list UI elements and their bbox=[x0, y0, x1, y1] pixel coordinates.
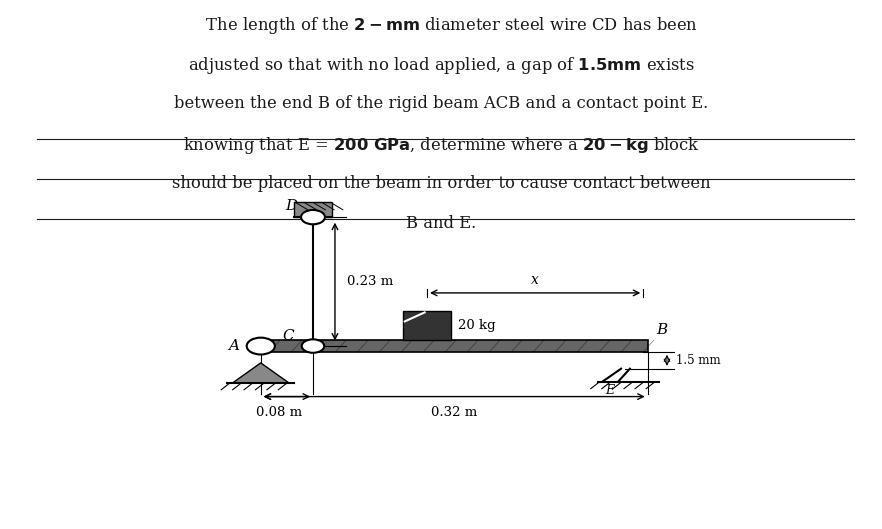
Text: The length of the $\mathbf{2-mm}$ diameter steel wire CD has been: The length of the $\mathbf{2-mm}$ diamet… bbox=[184, 14, 698, 35]
Text: 0.08 m: 0.08 m bbox=[257, 406, 303, 419]
Text: knowing that E = $\mathbf{200\ GPa}$, determine where a $\mathbf{20-kg}$ block: knowing that E = $\mathbf{200\ GPa}$, de… bbox=[183, 134, 699, 156]
Text: A: A bbox=[228, 339, 239, 353]
Text: 20 kg: 20 kg bbox=[459, 320, 496, 332]
Bar bbox=[403, 312, 452, 340]
Text: between the end B of the rigid beam ACB and a contact point E.: between the end B of the rigid beam ACB … bbox=[174, 95, 708, 112]
Text: C: C bbox=[282, 330, 294, 343]
Text: B and E.: B and E. bbox=[406, 214, 476, 232]
Text: B: B bbox=[656, 323, 668, 336]
Text: 1.5 mm: 1.5 mm bbox=[676, 354, 721, 367]
Circle shape bbox=[302, 339, 325, 353]
Text: E: E bbox=[605, 385, 614, 397]
Circle shape bbox=[301, 210, 325, 224]
Text: 0.23 m: 0.23 m bbox=[348, 275, 393, 288]
Bar bbox=[294, 203, 333, 217]
Text: 0.32 m: 0.32 m bbox=[431, 406, 477, 419]
Polygon shape bbox=[233, 363, 289, 383]
Text: x: x bbox=[531, 272, 539, 287]
Text: should be placed on the beam in order to cause contact between: should be placed on the beam in order to… bbox=[172, 175, 710, 191]
Text: adjusted so that with no load applied, a gap of $\mathbf{1.5mm}$ exists: adjusted so that with no load applied, a… bbox=[188, 54, 694, 76]
Text: D: D bbox=[285, 199, 297, 213]
Bar bbox=[261, 340, 647, 352]
Circle shape bbox=[247, 338, 275, 354]
